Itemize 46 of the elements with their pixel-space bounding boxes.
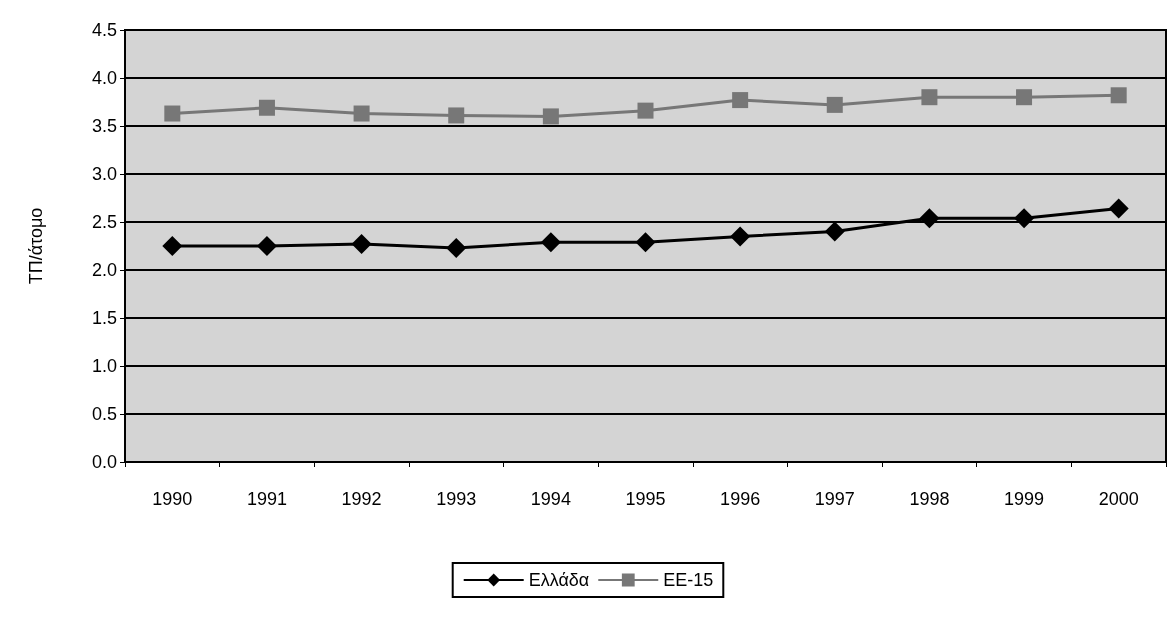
x-tick-label: 1996 [720,489,761,509]
point [730,226,751,247]
y-tick-label: 0.5 [91,404,117,424]
point [1014,208,1035,229]
point [637,102,654,119]
x-tick-label: 2000 [1098,489,1139,509]
x-tick-label: 1998 [909,489,950,509]
legend-label: ΕΕ-15 [663,570,714,590]
x-tick-label: 1990 [152,489,193,509]
point [540,232,561,253]
point [826,96,843,113]
point [1016,89,1033,106]
point [919,208,940,229]
y-tick-label: 1.5 [91,308,117,328]
y-tick-label: 4.5 [91,20,117,40]
y-axis-title: ΤΠ/άτομο [26,207,46,285]
y-tick-label: 3.5 [91,116,117,136]
y-tick-label: 2.0 [91,260,117,280]
point [448,107,465,124]
x-tick-label: 1993 [436,489,477,509]
point [256,236,277,256]
point [353,105,370,122]
point [635,232,656,253]
x-tick-label: 1991 [246,489,287,509]
legend-label: Ελλάδα [528,570,590,590]
point [1110,87,1127,104]
y-tick-label: 4.0 [91,68,117,88]
x-tick-label: 1995 [625,489,666,509]
point [351,234,372,255]
x-tick-label: 1999 [1004,489,1045,509]
point [542,108,559,125]
x-tick-label: 1997 [814,489,855,509]
point [824,221,845,242]
x-tick-label: 1994 [530,489,571,509]
y-tick-label: 0.0 [91,452,117,472]
y-tick-label: 2.5 [91,212,117,232]
point [732,92,749,109]
y-tick-label: 1.0 [91,356,117,376]
x-tick-label: 1992 [341,489,382,509]
point [258,99,275,116]
point [921,89,938,106]
point [446,237,467,258]
y-tick-label: 3.0 [91,164,117,184]
point [164,105,181,122]
point [162,236,183,256]
point [1108,198,1129,219]
